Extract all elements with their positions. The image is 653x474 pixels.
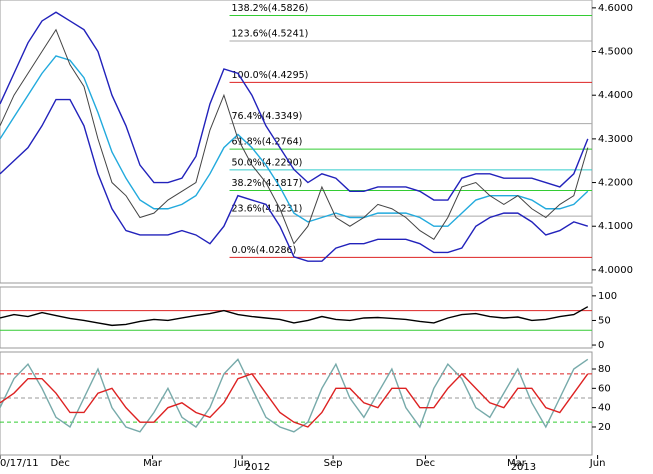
panel-frame [0, 286, 593, 349]
y-tick-label: 0 [598, 340, 604, 351]
y-tick-label: 80 [598, 364, 611, 375]
series-line [0, 306, 589, 327]
y-tick-label: 50 [598, 315, 611, 326]
x-tick-label: Mar [143, 458, 163, 469]
y-tick-label: 4.4000 [598, 90, 633, 101]
x-tick-label: Jun [589, 458, 606, 469]
fib-label: 123.6%(4.5241) [232, 29, 309, 40]
panel-frame [0, 351, 593, 456]
y-tick-label: 4.0000 [598, 265, 633, 276]
plot-background [0, 0, 592, 455]
series-line [0, 98, 589, 262]
y-tick-label: 4.5000 [598, 47, 633, 58]
y-tick-label: 4.3000 [598, 134, 633, 145]
y-tick-label: 20 [598, 422, 611, 433]
series-line [0, 372, 589, 428]
fib-label: 138.2%(4.5826) [232, 3, 309, 14]
y-tick-label: 60 [598, 383, 611, 394]
fib-label: 76.4%(4.3349) [232, 111, 303, 122]
fib-label: 0.0%(4.0286) [232, 245, 297, 256]
y-tick-label: 4.1000 [598, 221, 633, 232]
panel-frame [0, 0, 593, 284]
x-tick-label: 0/17/11 [0, 458, 39, 469]
y-tick-label: 4.2000 [598, 178, 633, 189]
fib-label: 23.6%(4.1231) [232, 204, 303, 215]
x-tick-label-year: 2013 [511, 462, 536, 473]
fib-label: 61.8%(4.2764) [232, 137, 303, 148]
x-tick-label: Dec [50, 458, 69, 469]
series-line [0, 358, 589, 433]
y-tick-label: 100 [598, 291, 617, 302]
series-line [0, 11, 589, 201]
fib-label: 50.0%(4.2290) [232, 157, 303, 168]
x-tick-label: Jun [233, 458, 250, 469]
x-tick-label: Mar [507, 458, 527, 469]
fib-label: 100.0%(4.4295) [232, 70, 309, 81]
x-tick-label: Sep [324, 458, 343, 469]
x-tick-label: Dec [416, 458, 435, 469]
series-line [0, 28, 589, 245]
y-tick-label: 4.6000 [598, 3, 633, 14]
x-tick-label-year: 2012 [245, 462, 270, 473]
y-tick-label: 40 [598, 403, 611, 414]
